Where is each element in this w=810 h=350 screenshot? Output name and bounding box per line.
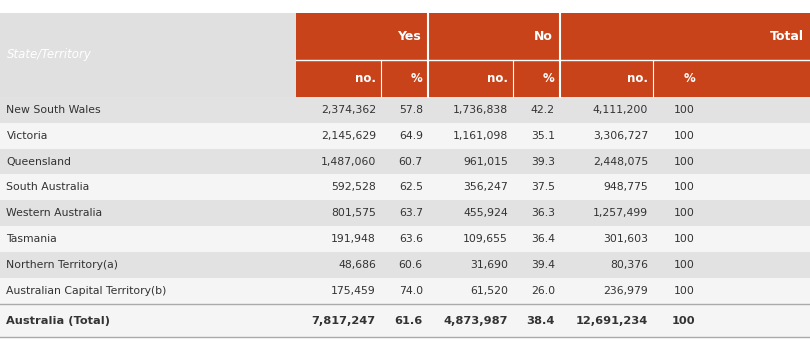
Text: 12,691,234: 12,691,234 bbox=[576, 316, 648, 326]
Text: 35.1: 35.1 bbox=[531, 131, 555, 141]
Text: 63.6: 63.6 bbox=[399, 234, 423, 244]
Text: Victoria: Victoria bbox=[6, 131, 48, 141]
Bar bbox=[0, 97, 810, 122]
Text: 1,736,838: 1,736,838 bbox=[453, 105, 508, 115]
Bar bbox=[0, 278, 810, 304]
Text: 39.4: 39.4 bbox=[531, 260, 555, 270]
Bar bbox=[0, 123, 810, 148]
Text: 7,817,247: 7,817,247 bbox=[312, 316, 376, 326]
Text: 301,603: 301,603 bbox=[603, 234, 648, 244]
Text: 61,520: 61,520 bbox=[470, 286, 508, 296]
Text: 100: 100 bbox=[671, 316, 695, 326]
Text: 100: 100 bbox=[674, 234, 695, 244]
Text: 592,528: 592,528 bbox=[331, 182, 376, 192]
Bar bbox=[0, 304, 810, 337]
Bar bbox=[0, 13, 296, 97]
Text: 100: 100 bbox=[674, 156, 695, 167]
Text: no.: no. bbox=[355, 72, 376, 85]
Text: 801,575: 801,575 bbox=[331, 208, 376, 218]
Bar bbox=[296, 60, 810, 97]
Text: 2,374,362: 2,374,362 bbox=[321, 105, 376, 115]
Text: 60.6: 60.6 bbox=[399, 260, 423, 270]
Bar bbox=[0, 226, 810, 252]
Text: Western Australia: Western Australia bbox=[6, 208, 103, 218]
Text: Total: Total bbox=[770, 30, 804, 43]
Text: 948,775: 948,775 bbox=[603, 182, 648, 192]
Text: Australian Capital Territory(b): Australian Capital Territory(b) bbox=[6, 286, 167, 296]
Text: 57.8: 57.8 bbox=[399, 105, 423, 115]
Text: 175,459: 175,459 bbox=[331, 286, 376, 296]
Text: 1,487,060: 1,487,060 bbox=[321, 156, 376, 167]
Text: 109,655: 109,655 bbox=[463, 234, 508, 244]
Bar bbox=[0, 174, 810, 200]
Text: 100: 100 bbox=[674, 260, 695, 270]
Bar bbox=[0, 200, 810, 226]
Text: 60.7: 60.7 bbox=[399, 156, 423, 167]
Text: 3,306,727: 3,306,727 bbox=[593, 131, 648, 141]
Text: 100: 100 bbox=[674, 182, 695, 192]
Text: New South Wales: New South Wales bbox=[6, 105, 101, 115]
Bar bbox=[296, 13, 810, 60]
Text: Australia (Total): Australia (Total) bbox=[6, 316, 110, 326]
Text: 356,247: 356,247 bbox=[463, 182, 508, 192]
Text: 961,015: 961,015 bbox=[463, 156, 508, 167]
Text: 74.0: 74.0 bbox=[399, 286, 423, 296]
Text: 455,924: 455,924 bbox=[463, 208, 508, 218]
Text: 39.3: 39.3 bbox=[531, 156, 555, 167]
Text: 31,690: 31,690 bbox=[470, 260, 508, 270]
Text: 191,948: 191,948 bbox=[331, 234, 376, 244]
Text: 61.6: 61.6 bbox=[394, 316, 423, 326]
Text: 100: 100 bbox=[674, 286, 695, 296]
Text: State/Territory: State/Territory bbox=[6, 48, 92, 61]
Text: 4,873,987: 4,873,987 bbox=[443, 316, 508, 326]
Bar bbox=[0, 252, 810, 278]
Text: 37.5: 37.5 bbox=[531, 182, 555, 192]
Text: Northern Territory(a): Northern Territory(a) bbox=[6, 260, 118, 270]
Text: 4,111,200: 4,111,200 bbox=[593, 105, 648, 115]
Text: %: % bbox=[543, 72, 555, 85]
Text: 1,161,098: 1,161,098 bbox=[453, 131, 508, 141]
Text: 2,145,629: 2,145,629 bbox=[321, 131, 376, 141]
Text: No: No bbox=[535, 30, 553, 43]
Text: 48,686: 48,686 bbox=[338, 260, 376, 270]
Text: 62.5: 62.5 bbox=[399, 182, 423, 192]
Text: 2,448,075: 2,448,075 bbox=[593, 156, 648, 167]
Text: 63.7: 63.7 bbox=[399, 208, 423, 218]
Text: 64.9: 64.9 bbox=[399, 131, 423, 141]
Text: %: % bbox=[411, 72, 423, 85]
Text: no.: no. bbox=[487, 72, 508, 85]
Bar bbox=[0, 148, 810, 174]
Text: South Australia: South Australia bbox=[6, 182, 90, 192]
Text: Tasmania: Tasmania bbox=[6, 234, 58, 244]
Text: 1,257,499: 1,257,499 bbox=[593, 208, 648, 218]
Text: 100: 100 bbox=[674, 131, 695, 141]
Text: %: % bbox=[683, 72, 695, 85]
Text: 100: 100 bbox=[674, 208, 695, 218]
Text: Yes: Yes bbox=[398, 30, 421, 43]
Text: 38.4: 38.4 bbox=[526, 316, 555, 326]
Text: 80,376: 80,376 bbox=[610, 260, 648, 270]
Text: 36.4: 36.4 bbox=[531, 234, 555, 244]
Text: 236,979: 236,979 bbox=[603, 286, 648, 296]
Text: no.: no. bbox=[627, 72, 648, 85]
Text: 36.3: 36.3 bbox=[531, 208, 555, 218]
Text: Queensland: Queensland bbox=[6, 156, 71, 167]
Text: 26.0: 26.0 bbox=[531, 286, 555, 296]
Text: 100: 100 bbox=[674, 105, 695, 115]
Text: 42.2: 42.2 bbox=[531, 105, 555, 115]
